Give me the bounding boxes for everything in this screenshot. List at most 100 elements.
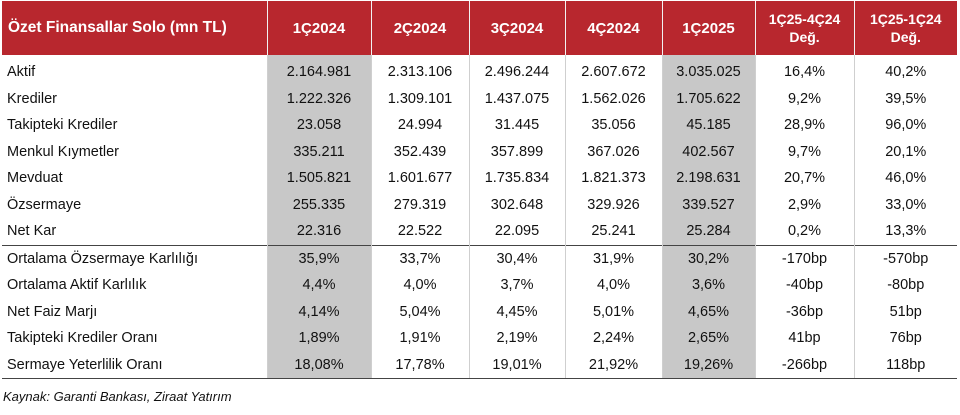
value-cell: 2,65% (662, 325, 756, 352)
financial-summary-table: Özet Finansallar Solo (mn TL) 1Ç2024 2Ç2… (2, 1, 957, 379)
row-label: Aktif (2, 55, 268, 86)
change-cell: 118bp (854, 351, 957, 379)
value-cell: 302.648 (469, 191, 566, 218)
table-row: Aktif 2.164.981 2.313.106 2.496.244 2.607.67… (2, 55, 957, 86)
row-label: Krediler (2, 85, 268, 112)
value-cell: 4,0% (565, 272, 663, 299)
value-cell: 2.607.672 (565, 55, 663, 86)
header-change-qoq: 1Ç25-4Ç24 Değ. (755, 1, 855, 55)
value-cell: 25.284 (662, 218, 756, 245)
change-cell: 39,5% (885, 90, 927, 107)
change-cell: -570bp (854, 244, 957, 272)
value-cell: 25.241 (565, 218, 663, 245)
table-row: Menkul Kıymetler 335.211 352.439 357.899 367… (2, 138, 957, 165)
change-cell: -40bp (755, 272, 855, 299)
row-label: Net Faiz Marjı (2, 298, 268, 325)
value-cell: 35.056 (565, 112, 663, 139)
table-row: Takipteki Krediler 23.058 24.994 31.445 35.0… (2, 112, 957, 139)
value-cell: 19,01% (469, 351, 566, 379)
value-cell: 35,9% (267, 244, 372, 272)
value-cell: 4,65% (662, 298, 756, 325)
table-row: Mevduat 1.505.821 1.601.677 1.735.834 1.821.… (2, 165, 957, 192)
table-row: Ortalama Özsermaye Karlılığı 35,9% 33,7% 30… (2, 244, 957, 272)
value-cell: 1,89% (267, 325, 372, 352)
value-cell: 2.164.981 (267, 55, 372, 86)
value-cell: 31.445 (469, 112, 566, 139)
value-cell: 255.335 (267, 191, 372, 218)
value-cell: 22.522 (371, 218, 470, 245)
row-label: Takipteki Krediler Oranı (2, 325, 268, 352)
value-cell: 33,7% (371, 244, 470, 272)
header-period: 1Ç2024 (267, 1, 372, 55)
value-cell: 1.437.075 (469, 85, 566, 112)
value-cell: 2,24% (565, 325, 663, 352)
value-cell: 4,4% (267, 272, 372, 299)
header-period: 4Ç2024 (565, 1, 663, 55)
table-row: Özsermaye 255.335 279.319 302.648 329.926 339… (2, 191, 957, 218)
value-cell: 23.058 (267, 112, 372, 139)
header-change-yoy: 1Ç25-1Ç24 Değ. (854, 1, 957, 55)
value-cell: 1.601.677 (371, 165, 470, 192)
value-cell: 3,6% (662, 272, 756, 299)
table-row: Takipteki Krediler Oranı 1,89% 1,91% 2,19% 2… (2, 325, 957, 352)
change-cell: 20,1% (885, 143, 927, 160)
change-cell: 33,0% (885, 196, 927, 213)
change-cell: 2,9% (755, 191, 855, 218)
change-cell: -170bp (755, 244, 855, 272)
value-cell: 335.211 (267, 138, 372, 165)
header-period: 1Ç2025 (662, 1, 756, 55)
table-header-row: Özet Finansallar Solo (mn TL) 1Ç2024 2Ç2… (2, 1, 957, 55)
value-cell: 30,4% (469, 244, 566, 272)
change-cell: 16,4% (755, 55, 855, 86)
row-label: Net Kar (2, 218, 268, 245)
value-cell: 2.496.244 (469, 55, 566, 86)
value-cell: 45.185 (662, 112, 756, 139)
change-cell: 20,7% (755, 165, 855, 192)
value-cell: 352.439 (371, 138, 470, 165)
value-cell: 5,04% (371, 298, 470, 325)
value-cell: 1.705.622 (662, 85, 756, 112)
header-title: Özet Finansallar Solo (mn TL) (2, 1, 268, 55)
value-cell: 5,01% (565, 298, 663, 325)
change-cell: -36bp (755, 298, 855, 325)
change-cell: 51bp (889, 303, 922, 320)
value-cell: 22.316 (267, 218, 372, 245)
row-label: Sermaye Yeterlilik Oranı (2, 351, 268, 379)
value-cell: 357.899 (469, 138, 566, 165)
change-cell: -266bp (755, 351, 855, 379)
change-cell: 0,2% (755, 218, 855, 245)
value-cell: 18,08% (267, 351, 372, 379)
value-cell: 329.926 (565, 191, 663, 218)
value-cell: 2,19% (469, 325, 566, 352)
row-label: Ortalama Aktif Karlılık (2, 272, 268, 299)
change-cell: 13,3% (885, 223, 927, 240)
value-cell: 1.562.026 (565, 85, 663, 112)
table-body: Aktif 2.164.981 2.313.106 2.496.244 2.607.67… (2, 55, 957, 379)
row-label: Menkul Kıymetler (2, 138, 268, 165)
value-cell: 1.505.821 (267, 165, 372, 192)
value-cell: 3,7% (469, 272, 566, 299)
change-cell: 9,2% (755, 85, 855, 112)
value-cell: 31,9% (565, 244, 663, 272)
header-change-qoq-line2: Değ. (789, 29, 820, 45)
row-label: Ortalama Özsermaye Karlılığı (2, 244, 268, 272)
value-cell: 2.198.631 (662, 165, 756, 192)
change-cell: 41bp (755, 325, 855, 352)
value-cell: 24.994 (371, 112, 470, 139)
table-row: Krediler 1.222.326 1.309.101 1.437.075 1.562… (2, 85, 957, 112)
header-period: 2Ç2024 (371, 1, 470, 55)
table-row: Net Faiz Marjı 4,14% 5,04% 4,45% 5,01% 4,65% -… (2, 298, 957, 325)
row-label: Mevduat (2, 165, 268, 192)
row-label: Takipteki Krediler (2, 112, 268, 139)
header-change-yoy-line2: Değ. (890, 29, 921, 45)
change-cell: 28,9% (755, 112, 855, 139)
value-cell: 339.527 (662, 191, 756, 218)
change-cell: 76bp (889, 330, 922, 347)
value-cell: 1.309.101 (371, 85, 470, 112)
change-cell: 40,2% (885, 64, 927, 81)
source-note: Kaynak: Garanti Bankası, Ziraat Yatırım (3, 389, 232, 404)
value-cell: 2.313.106 (371, 55, 470, 86)
value-cell: 1.821.373 (565, 165, 663, 192)
header-change-qoq-line1: 1Ç25-4Ç24 (768, 11, 841, 27)
value-cell: 21,92% (565, 351, 663, 379)
